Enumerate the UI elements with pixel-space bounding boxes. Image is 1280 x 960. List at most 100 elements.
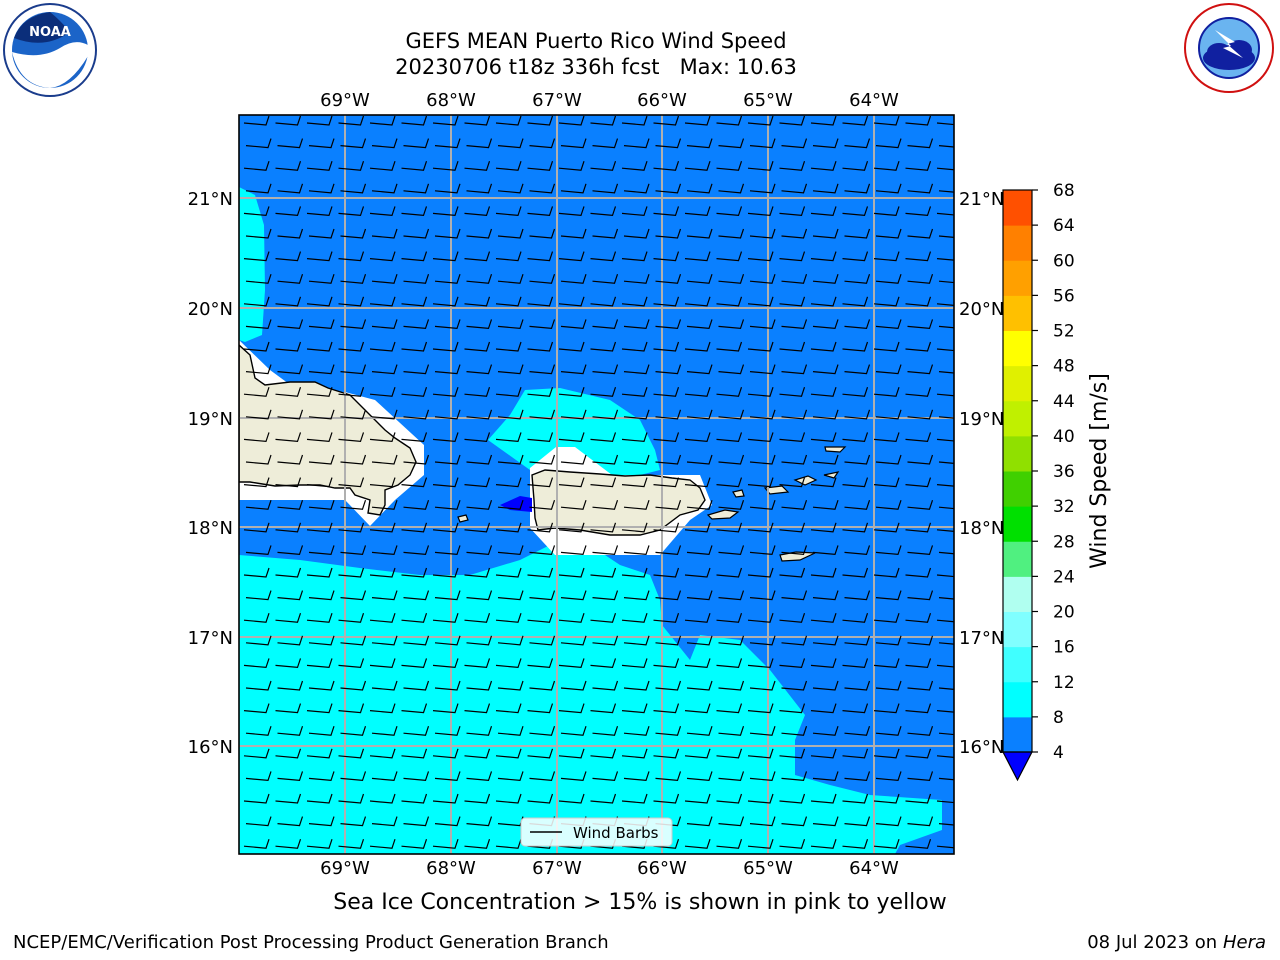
colorbar-segment [1003, 506, 1032, 542]
lon-label-top: 67°W [532, 90, 582, 111]
wind-barb [369, 296, 396, 307]
wind-barb [812, 409, 839, 420]
wind-barb [653, 251, 680, 262]
wind-barb [464, 477, 491, 488]
wind-barb [747, 206, 774, 217]
wind-barb [592, 228, 619, 239]
wind-barb [527, 522, 554, 533]
wind-barb [432, 387, 459, 397]
lat-label-left: 17°N [188, 628, 233, 649]
wind-barb [810, 161, 837, 171]
wind-barb [749, 274, 776, 284]
wind-barb [812, 635, 839, 646]
wind-barb [306, 748, 333, 759]
wind-barb [434, 771, 461, 782]
colorbar-segment [1003, 611, 1032, 648]
wind-barb [844, 680, 871, 691]
wind-barb [590, 748, 617, 759]
wind-barb [749, 138, 776, 149]
wind-barb [277, 409, 304, 420]
colorbar-tick-label: 32 [1053, 497, 1075, 517]
wind-barb [936, 529, 954, 532]
wind-barb [558, 341, 585, 352]
wind-barb [718, 680, 745, 691]
wind-barb [810, 251, 837, 262]
wind-barb [718, 635, 745, 646]
wind-barb [592, 500, 619, 510]
wind-barb [338, 748, 365, 759]
colorbar [1002, 189, 1033, 782]
colorbar-tick-label: 8 [1053, 708, 1064, 728]
lon-label-top: 64°W [849, 90, 899, 111]
wind-barb [873, 432, 900, 443]
wind-barb [590, 658, 617, 669]
wind-barb [810, 206, 837, 217]
wind-barb [623, 319, 650, 330]
wind-barb [401, 341, 428, 352]
wind-barb [653, 839, 680, 849]
colorbar-tick-label: 44 [1053, 392, 1075, 412]
wind-barb [371, 319, 398, 330]
footer-date-text: 08 Jul 2023 on [1087, 932, 1223, 953]
wind-barb [527, 341, 554, 352]
wind-barb [653, 658, 680, 669]
wind-barb [497, 274, 524, 284]
wind-barb [495, 161, 522, 171]
wind-barb [466, 726, 493, 736]
wind-barb [275, 613, 302, 623]
wind-barb [529, 771, 556, 782]
wind-barb [243, 115, 270, 126]
wind-barb [621, 477, 648, 488]
wind-barb [560, 409, 587, 420]
wind-barb [747, 432, 774, 443]
wind-barb [873, 477, 900, 488]
wind-barb [432, 251, 459, 262]
wind-barb [529, 500, 556, 510]
wind-barb [936, 800, 954, 804]
wind-barb [621, 115, 648, 126]
wind-barb [873, 251, 900, 262]
wind-barb [466, 228, 493, 239]
wind-barb [434, 409, 461, 420]
wind-barb [277, 138, 304, 149]
wind-barb [875, 138, 902, 149]
wind-barb [718, 454, 745, 465]
wind-barb [466, 274, 493, 284]
wind-barb [779, 839, 806, 849]
wind-barb [653, 522, 680, 533]
wind-barb [844, 635, 871, 646]
wind-barb [308, 726, 335, 736]
wind-barb [842, 206, 869, 217]
wind-barb [684, 387, 711, 397]
wind-barb [936, 122, 954, 126]
wind-barb [718, 364, 745, 375]
wind-barb [842, 251, 869, 262]
wind-barb [747, 522, 774, 533]
wind-barb [432, 341, 459, 352]
wind-barb [527, 161, 554, 171]
wind-barb [277, 319, 304, 330]
wind-barb [781, 590, 808, 601]
wind-barb [716, 206, 743, 217]
sea-ice-note: Sea Ice Concentration > 15% is shown in … [333, 890, 947, 915]
wind-barb [781, 274, 808, 284]
wind-barb [592, 409, 619, 420]
wind-barb [842, 567, 869, 578]
wind-barb [936, 393, 954, 397]
colorbar-segment [1003, 365, 1032, 402]
wind-barb [623, 183, 650, 194]
wind-barb [812, 816, 839, 827]
wind-barb [560, 319, 587, 330]
wind-barb [401, 387, 428, 397]
colorbar-tick-label: 4 [1053, 743, 1064, 763]
wind-barb [938, 777, 954, 781]
lat-label-left: 20°N [188, 299, 233, 320]
wind-barb [905, 387, 932, 397]
wind-barb [810, 567, 837, 578]
wind-barb [684, 703, 711, 714]
wind-barb [718, 545, 745, 556]
wind-barb [716, 522, 743, 533]
wind-barb [340, 771, 367, 782]
wind-barb [245, 771, 272, 782]
wind-barb [338, 341, 365, 352]
